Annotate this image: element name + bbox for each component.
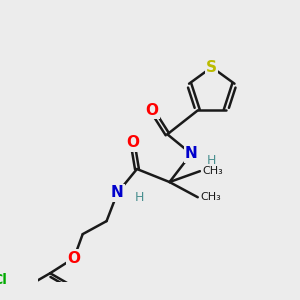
Text: O: O: [68, 250, 80, 266]
Text: Cl: Cl: [0, 273, 8, 287]
Text: CH₃: CH₃: [200, 192, 221, 202]
Text: H: H: [206, 154, 216, 167]
Text: CH₃: CH₃: [202, 166, 223, 176]
Text: O: O: [126, 136, 139, 151]
Text: H: H: [135, 191, 144, 204]
Text: O: O: [146, 103, 159, 118]
Text: N: N: [185, 146, 198, 161]
Text: S: S: [206, 60, 217, 75]
Text: N: N: [111, 185, 124, 200]
